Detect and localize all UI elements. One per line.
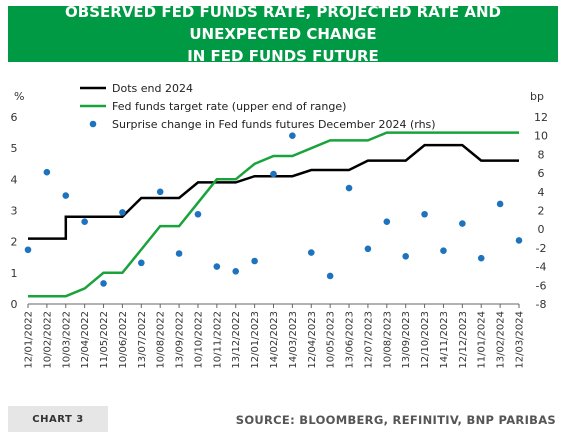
x-tick-label: 12/01/2023 bbox=[250, 311, 261, 369]
surprise-change-point bbox=[138, 259, 145, 267]
surprise-change-point bbox=[62, 192, 70, 199]
surprise-change-point bbox=[175, 250, 183, 257]
x-tick-label: 10/08/2023 bbox=[382, 311, 393, 369]
x-tick-label: 13/09/2023 bbox=[401, 311, 412, 369]
surprise-change-point bbox=[383, 218, 391, 226]
x-tick-label: 14/11/2023 bbox=[439, 311, 450, 369]
x-tick-label: 13/02/2024 bbox=[496, 311, 507, 369]
surprise-change-point bbox=[440, 247, 447, 255]
x-tick-label: 10/02/2022 bbox=[42, 311, 53, 369]
legend-marker-surprise-change bbox=[89, 120, 97, 128]
chart-title-line-1: OBSERVED FED FUNDS RATE, PROJECTED RATE … bbox=[65, 3, 501, 43]
x-tick-label: 13/12/2022 bbox=[231, 311, 242, 369]
y-left-tick-label: 4 bbox=[11, 173, 18, 186]
surprise-change-point bbox=[496, 200, 504, 208]
surprise-change-point bbox=[289, 132, 296, 139]
x-tick-label: 10/11/2022 bbox=[212, 311, 223, 369]
y-right-tick-label: 2 bbox=[538, 205, 545, 218]
y-right-tick-label: 8 bbox=[538, 148, 545, 161]
surprise-change-point bbox=[232, 267, 240, 275]
x-tick-label: 14/02/2023 bbox=[269, 311, 280, 369]
y-right-tick-label: -4 bbox=[536, 261, 547, 274]
chart-header: OBSERVED FED FUNDS RATE, PROJECTED RATE … bbox=[8, 3, 558, 65]
y-left-tick-label: 2 bbox=[11, 236, 18, 249]
dots-end-2024-line bbox=[28, 143, 519, 240]
y-left-tick-label: 6 bbox=[11, 111, 18, 124]
surprise-change-point bbox=[251, 257, 258, 265]
y-right-tick-label: -6 bbox=[536, 279, 547, 292]
x-tick-label: 11/01/2024 bbox=[477, 311, 488, 369]
x-tick-label: 13/06/2023 bbox=[345, 311, 356, 369]
y-right-tick-label: -2 bbox=[536, 242, 547, 255]
x-tick-label: 12/04/2022 bbox=[80, 311, 91, 369]
surprise-change-point bbox=[213, 263, 221, 270]
y-left-tick-label: 0 bbox=[11, 298, 18, 311]
surprise-change-point bbox=[307, 249, 315, 256]
surprise-change-point bbox=[326, 272, 334, 280]
x-tick-label: 10/05/2023 bbox=[326, 311, 337, 369]
chart-number-badge: CHART 3 bbox=[8, 406, 108, 432]
surprise-change-point bbox=[421, 210, 428, 218]
y-right-tick-label: 12 bbox=[534, 111, 548, 124]
y-right-tick-label: 4 bbox=[538, 186, 545, 199]
surprise-change-point bbox=[402, 253, 409, 260]
x-tick-label: 10/03/2022 bbox=[61, 311, 72, 369]
x-tick-label: 12/07/2023 bbox=[363, 311, 374, 369]
chart-title-line-2: IN FED FUNDS FUTURE bbox=[187, 47, 379, 65]
x-tick-label: 10/10/2022 bbox=[193, 311, 204, 369]
surprise-change-point bbox=[81, 218, 88, 226]
y-right-tick-label: 6 bbox=[538, 167, 545, 180]
y-left-tick-label: 5 bbox=[11, 142, 18, 155]
surprise-change-point bbox=[270, 170, 277, 178]
surprise-change-point bbox=[100, 280, 107, 287]
surprise-change-point bbox=[459, 220, 466, 227]
surprise-change-point bbox=[345, 184, 353, 192]
y-right-unit-label: bp bbox=[530, 90, 544, 103]
x-tick-label: 10/06/2022 bbox=[118, 311, 129, 369]
surprise-change-point bbox=[156, 188, 164, 196]
y-left-tick-label: 3 bbox=[11, 205, 18, 218]
x-tick-label: 12/10/2023 bbox=[420, 311, 431, 369]
legend-label: Dots end 2024 bbox=[112, 82, 193, 95]
surprise-change-point bbox=[364, 245, 372, 253]
y-right-tick-label: 10 bbox=[534, 130, 548, 143]
surprise-change-point bbox=[43, 168, 51, 176]
x-tick-label: 12/03/2024 bbox=[515, 311, 526, 369]
x-tick-label: 13/09/2022 bbox=[175, 311, 186, 369]
x-tick-label: 10/08/2022 bbox=[156, 311, 167, 369]
surprise-change-point bbox=[119, 209, 126, 216]
legend-label: Surprise change in Fed funds futures Dec… bbox=[112, 118, 436, 131]
surprise-change-point bbox=[515, 237, 523, 244]
x-tick-label: 12/12/2023 bbox=[458, 311, 469, 369]
x-tick-label: 13/07/2022 bbox=[137, 311, 148, 369]
y-left-tick-label: 1 bbox=[11, 267, 18, 280]
y-right-tick-label: -8 bbox=[536, 298, 547, 311]
fed-funds-target-rate-line bbox=[28, 131, 519, 298]
surprise-change-point bbox=[477, 254, 485, 262]
surprise-change-point bbox=[194, 210, 202, 218]
y-right-tick-label: 0 bbox=[538, 223, 545, 236]
x-tick-label: 11/05/2022 bbox=[99, 311, 110, 369]
x-tick-label: 12/01/2022 bbox=[24, 311, 35, 369]
x-tick-label: 12/04/2023 bbox=[307, 311, 318, 369]
x-tick-label: 14/03/2023 bbox=[288, 311, 299, 369]
y-left-unit-label: % bbox=[14, 90, 24, 103]
legend-label: Fed funds target rate (upper end of rang… bbox=[112, 100, 346, 113]
surprise-change-point bbox=[24, 246, 32, 254]
source-note: SOURCE: BLOOMBERG, REFINITIV, BNP PARIBA… bbox=[235, 413, 556, 427]
